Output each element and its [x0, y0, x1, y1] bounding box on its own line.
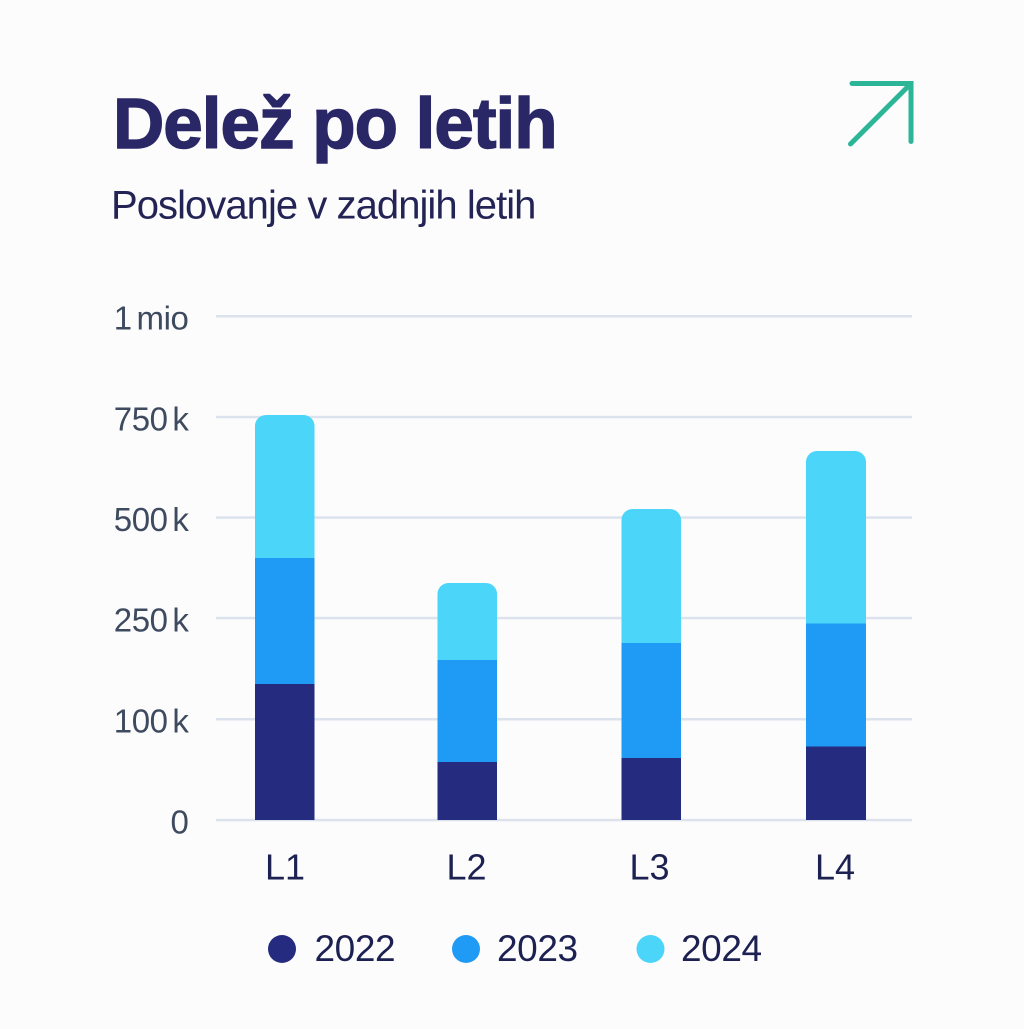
- svg-text:0: 0: [171, 803, 189, 840]
- svg-text:L2: L2: [446, 847, 486, 888]
- svg-text:Poslovanje v zadnjih letih: Poslovanje v zadnjih letih: [111, 184, 535, 228]
- svg-text:500 k: 500 k: [114, 501, 190, 538]
- svg-text:Delež po letih: Delež po letih: [113, 85, 557, 164]
- svg-text:2024: 2024: [681, 928, 762, 969]
- svg-text:L4: L4: [815, 847, 855, 888]
- svg-text:2023: 2023: [497, 928, 578, 969]
- svg-text:L1: L1: [265, 847, 305, 888]
- svg-text:L3: L3: [629, 847, 669, 888]
- svg-text:2022: 2022: [315, 928, 396, 969]
- svg-text:1 mio: 1 mio: [114, 300, 189, 337]
- svg-text:100 k: 100 k: [114, 702, 190, 739]
- svg-text:250 k: 250 k: [114, 601, 190, 638]
- svg-text:750 k: 750 k: [114, 400, 190, 437]
